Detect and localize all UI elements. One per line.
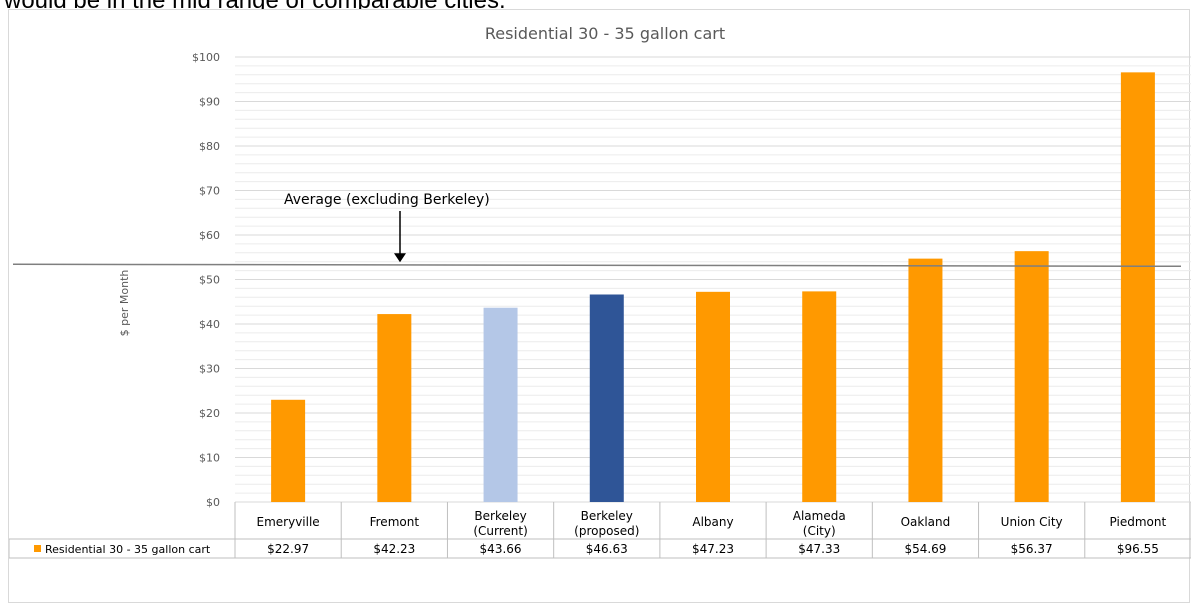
data-label: $47.33 xyxy=(798,542,840,556)
category-label: Alameda xyxy=(793,509,846,523)
y-tick-label: $30 xyxy=(199,363,220,376)
y-tick-label: $90 xyxy=(199,96,220,109)
data-label: $42.23 xyxy=(373,542,415,556)
y-tick-label: $20 xyxy=(199,407,220,420)
chart-title: Residential 30 - 35 gallon cart xyxy=(485,24,725,43)
y-tick-labels: $0 $10 $20 $30 $40 $50 $60 $70 $80 $90 $100 xyxy=(192,51,220,509)
bar xyxy=(1014,251,1049,502)
data-label: $96.55 xyxy=(1117,542,1159,556)
category-label: Berkeley xyxy=(474,509,526,523)
bar xyxy=(377,314,412,502)
average-arrow-head xyxy=(394,253,406,263)
data-label: $22.97 xyxy=(267,542,309,556)
data-label: $56.37 xyxy=(1011,542,1053,556)
category-label: Berkeley xyxy=(581,509,633,523)
y-tick-label: $10 xyxy=(199,452,220,465)
y-tick-label: $60 xyxy=(199,229,220,242)
category-label: Union City xyxy=(1001,515,1063,529)
average-line xyxy=(12,263,1182,268)
y-axis-label: $ per Month xyxy=(118,270,131,337)
bar xyxy=(802,291,837,502)
bar xyxy=(908,258,943,502)
chart-frame: Residential 30 - 35 gallon cart $ per Mo… xyxy=(8,9,1191,603)
data-table: Emeryville$22.97Fremont$42.23Berkeley(Cu… xyxy=(9,502,1191,559)
average-annotation: Average (excluding Berkeley) xyxy=(12,192,1182,268)
category-label: Oakland xyxy=(901,515,951,529)
bar xyxy=(483,307,518,502)
bar xyxy=(271,399,306,502)
category-label: (City) xyxy=(803,524,836,538)
data-label: $43.66 xyxy=(480,542,522,556)
legend-swatch xyxy=(34,545,41,552)
legend-entry: Residential 30 - 35 gallon cart xyxy=(45,543,211,556)
data-label: $47.23 xyxy=(692,542,734,556)
category-label: Piedmont xyxy=(1110,515,1167,529)
y-tick-label: $100 xyxy=(192,51,220,64)
bar xyxy=(696,291,730,502)
bar xyxy=(589,294,624,502)
category-label: (proposed) xyxy=(574,524,639,538)
data-label: $54.69 xyxy=(904,542,946,556)
y-tick-label: $70 xyxy=(199,185,220,198)
y-tick-label: $50 xyxy=(199,274,220,287)
category-label: Emeryville xyxy=(257,515,320,529)
bar-chart: Residential 30 - 35 gallon cart $ per Mo… xyxy=(9,24,1191,559)
y-tick-label: $40 xyxy=(199,318,220,331)
y-tick-label: $80 xyxy=(199,140,220,153)
bars xyxy=(271,72,1155,502)
bar xyxy=(1120,72,1155,502)
average-label: Average (excluding Berkeley) xyxy=(284,192,490,208)
category-label: Albany xyxy=(692,515,733,529)
data-label: $46.63 xyxy=(586,542,628,556)
category-label: (Current) xyxy=(473,524,527,538)
category-label: Fremont xyxy=(370,515,420,529)
y-tick-label: $0 xyxy=(206,496,220,509)
